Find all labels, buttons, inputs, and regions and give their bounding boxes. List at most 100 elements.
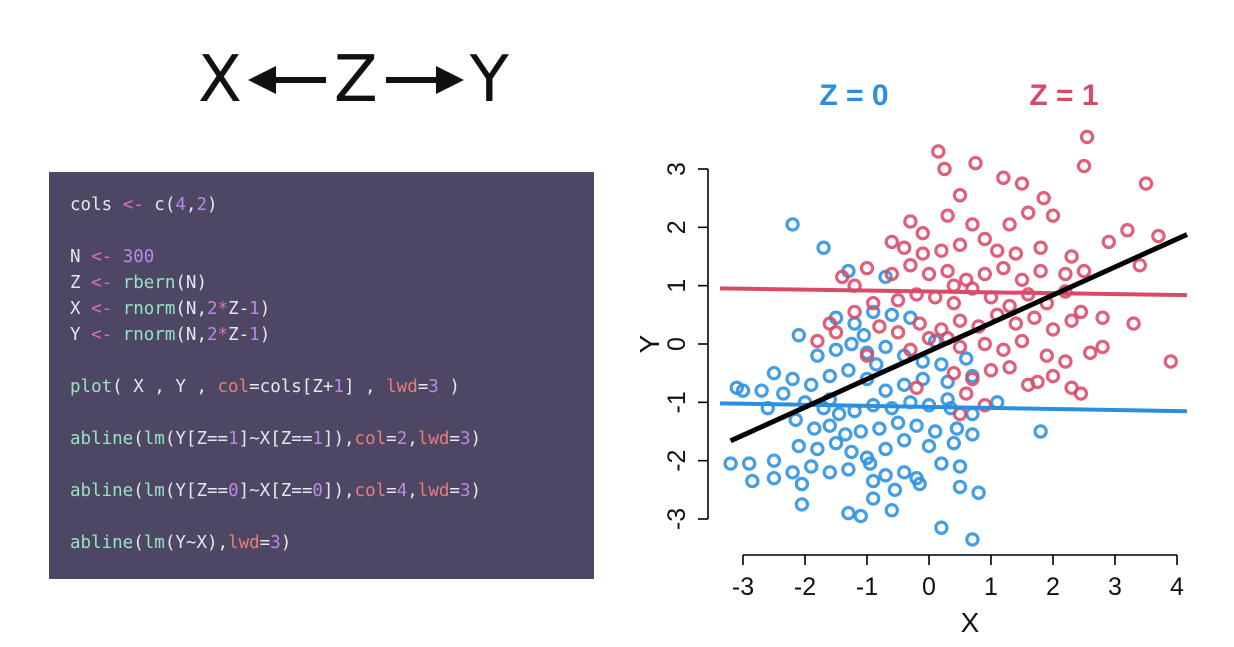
data-point-z1 — [903, 258, 918, 273]
code-token: 0 — [312, 481, 323, 501]
data-point-z1 — [977, 266, 992, 282]
x-tick-label: 3 — [1108, 573, 1122, 601]
code-token: ( — [133, 481, 144, 501]
data-point-z0 — [862, 456, 878, 471]
data-point-z1 — [872, 319, 887, 334]
y-axis-label: Y — [634, 334, 665, 353]
data-point-z1 — [1033, 240, 1048, 255]
data-point-z1 — [952, 313, 968, 328]
data-point-z1 — [828, 325, 844, 340]
code-token: abline — [70, 533, 134, 553]
code-token: rbern — [122, 273, 176, 293]
data-point-z1 — [959, 386, 974, 401]
data-point-z0 — [822, 465, 837, 480]
code-token: (N, — [175, 299, 207, 319]
data-point-z1 — [1014, 176, 1030, 191]
code-token: ]~X[Z== — [238, 429, 313, 449]
code-token: col — [217, 377, 250, 397]
code-token: plot — [70, 377, 113, 397]
data-point-z1 — [1073, 386, 1089, 401]
data-point-z0 — [878, 441, 893, 457]
code-token: lm — [143, 481, 165, 501]
code-token: rnorm — [122, 325, 176, 345]
data-point-z0 — [965, 427, 980, 442]
scatter-chart: Z = 0 Z = 1 -3 -2 -1 0 1 2 3 4 X -3 -2 -1 0 1 2 3 Y — [634, 79, 1189, 638]
code-token: ) — [470, 481, 482, 501]
data-point-z1 — [890, 293, 906, 308]
data-point-z1 — [1073, 304, 1089, 320]
data-point-z1 — [946, 278, 961, 293]
code-line: abline(lm(Y[Z==0]~X[Z==0]),col=4,lwd=3) — [70, 478, 594, 504]
data-point-z0 — [965, 406, 980, 422]
data-point-z1 — [884, 234, 899, 250]
data-point-z0 — [890, 415, 906, 430]
data-point-z1 — [1126, 316, 1141, 331]
data-point-z1 — [912, 316, 927, 331]
code-token: = — [417, 377, 429, 397]
code-token — [112, 325, 123, 345]
data-point-z0 — [828, 342, 844, 358]
data-point-z1 — [977, 398, 992, 413]
data-point-z0 — [909, 418, 924, 433]
data-point-z1 — [1021, 377, 1036, 393]
code-blank-line — [70, 348, 594, 374]
data-point-z1 — [1008, 246, 1023, 261]
code-blank-line — [70, 452, 594, 478]
y-tick-label: 3 — [663, 162, 691, 176]
data-point-z0 — [897, 465, 912, 480]
data-point-z1 — [1002, 217, 1017, 232]
data-point-z0 — [952, 479, 968, 495]
code-token: <- — [91, 299, 113, 319]
data-point-z0 — [946, 435, 961, 451]
data-point-z0 — [838, 427, 853, 442]
data-point-z0 — [791, 328, 806, 343]
code-token: = — [449, 481, 460, 501]
data-point-z0 — [831, 406, 847, 422]
data-point-z1 — [1045, 208, 1061, 223]
data-point-z1 — [1138, 176, 1154, 191]
data-point-z1 — [940, 208, 955, 223]
arrow-left-icon — [247, 66, 326, 94]
data-point-z0 — [766, 453, 782, 468]
code-token: lwd — [228, 533, 260, 553]
data-point-z1 — [937, 161, 952, 177]
data-point-z0 — [794, 497, 810, 512]
data-point-z0 — [841, 363, 856, 378]
r-code-block: cols <- c(4,2) N <- 300 Z <- rbern(N) X <- … — [49, 172, 594, 579]
data-point-z0 — [810, 348, 825, 363]
data-point-z0 — [921, 438, 937, 454]
x-tick-label: 4 — [1170, 573, 1184, 601]
code-token: ) — [280, 533, 292, 553]
code-token: = — [386, 481, 397, 501]
data-point-z1 — [1002, 298, 1017, 314]
data-point-z0 — [841, 462, 856, 477]
data-point-z1 — [1076, 263, 1092, 279]
data-point-z0 — [785, 217, 800, 232]
causal-dag: X Z Y — [198, 40, 509, 120]
data-point-z0 — [878, 468, 893, 483]
code-token: col — [354, 429, 387, 449]
legend-label: Z = 1 — [1029, 79, 1098, 112]
data-point-z1 — [1064, 249, 1079, 264]
code-line: Z <- rbern(N) — [70, 270, 594, 296]
code-token: lm — [143, 533, 165, 553]
data-point-z0 — [816, 240, 831, 255]
data-point-z0 — [878, 339, 893, 355]
data-point-z0 — [866, 491, 881, 506]
data-point-z1 — [946, 365, 961, 381]
fit-line-overall — [729, 232, 1189, 444]
data-point-z0 — [766, 365, 782, 381]
code-token — [112, 247, 123, 267]
code-token: 300 — [122, 247, 155, 267]
code-token: (Y[Z== — [164, 481, 229, 501]
data-point-z0 — [940, 392, 955, 407]
data-point-z0 — [934, 357, 949, 372]
data-point-z1 — [1021, 205, 1036, 220]
x-tick-label: -1 — [856, 573, 878, 601]
code-token: 3 — [459, 429, 471, 449]
data-point-z1 — [921, 266, 937, 282]
data-point-z1 — [921, 330, 937, 346]
data-point-z1 — [1033, 263, 1048, 279]
code-token: abline — [70, 429, 134, 449]
dag-node-y: Y — [469, 43, 509, 117]
